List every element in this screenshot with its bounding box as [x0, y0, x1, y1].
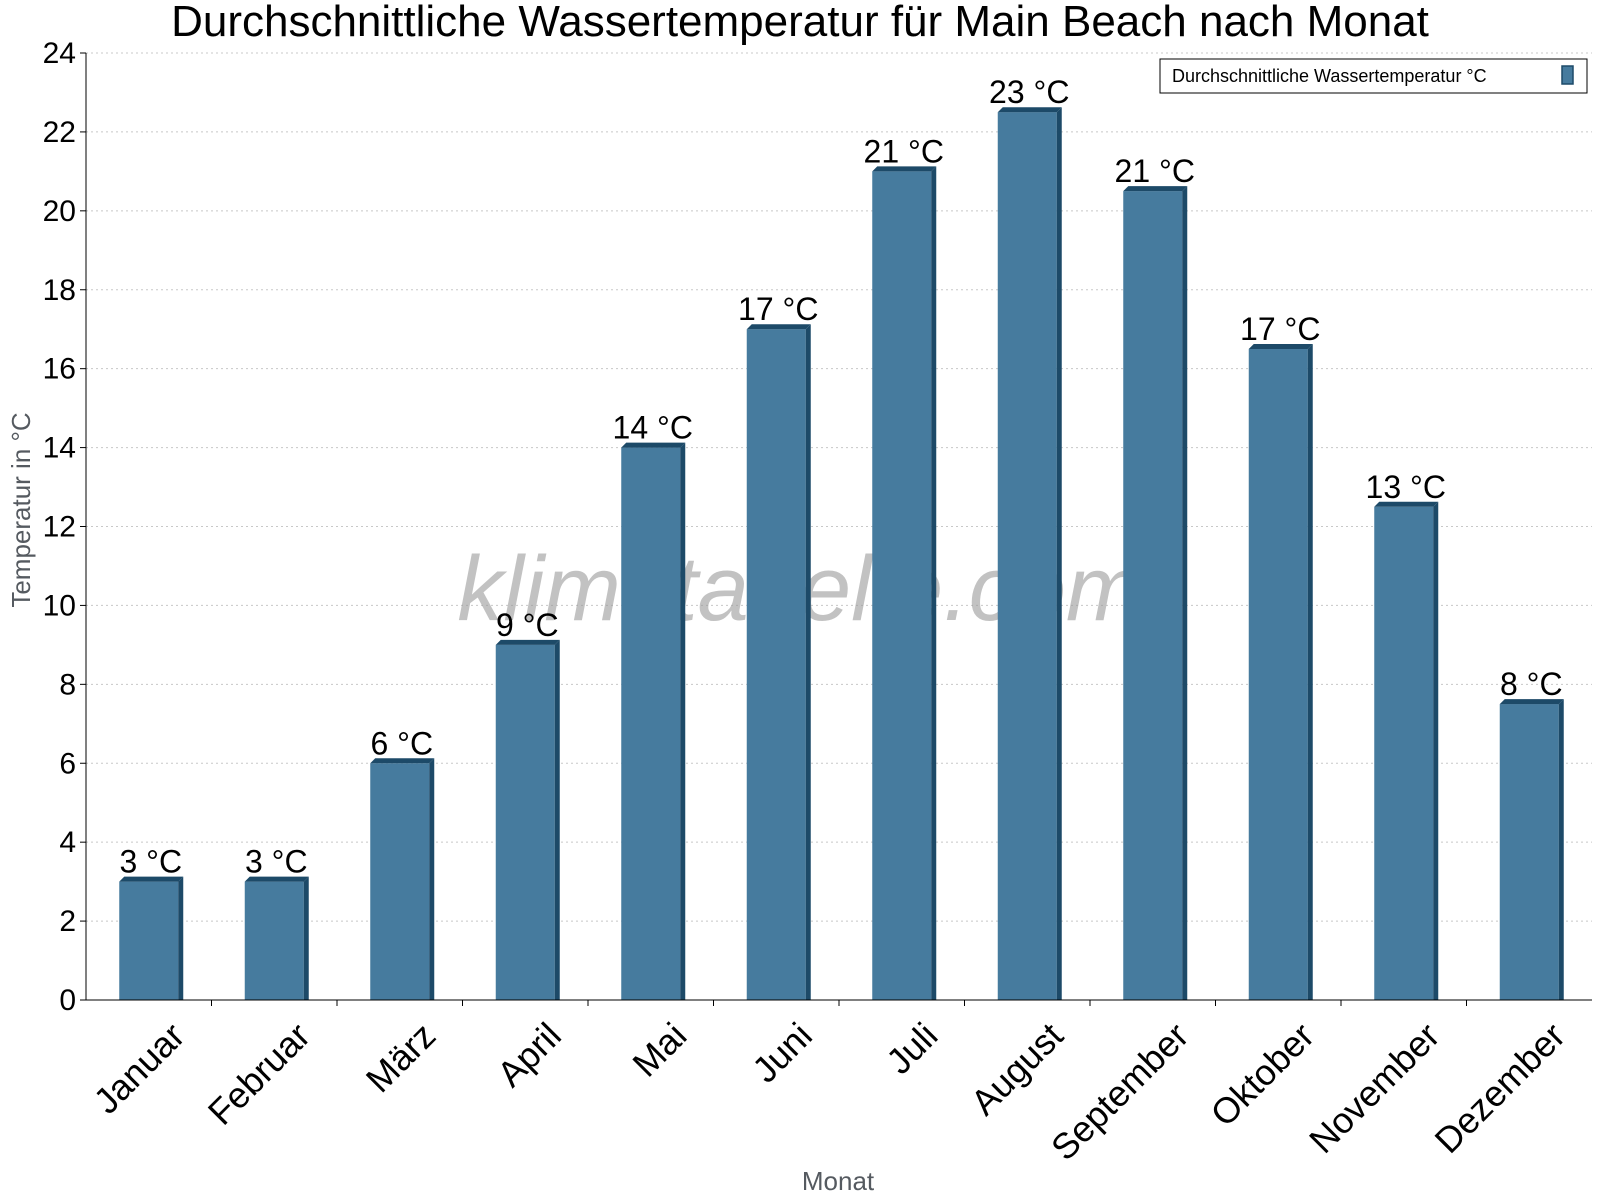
x-tick-label: Mai — [624, 1015, 694, 1085]
bar-side — [429, 758, 435, 1000]
x-tick-label: April — [489, 1015, 569, 1095]
bar-side — [303, 876, 309, 1000]
bar — [872, 171, 932, 1000]
bar — [370, 763, 430, 1000]
x-tick-label: Juli — [878, 1015, 945, 1082]
x-tick-label: Oktober — [1202, 1015, 1322, 1135]
legend-box — [1159, 58, 1588, 94]
bar — [119, 881, 179, 1000]
bar-top — [370, 758, 435, 764]
y-tick-label: 10 — [43, 589, 76, 622]
data-label: 17 °C — [1240, 311, 1320, 347]
bar-side — [1056, 107, 1062, 1000]
bar-side — [178, 876, 184, 1000]
bar-top — [1374, 501, 1439, 507]
y-tick-label: 18 — [43, 274, 76, 307]
y-tick-label: 14 — [43, 432, 76, 465]
data-label: 17 °C — [738, 291, 818, 327]
bar-top — [1123, 186, 1188, 192]
bar — [1374, 506, 1434, 1000]
y-tick-label: 0 — [59, 984, 76, 1017]
data-label: 9 °C — [496, 607, 559, 643]
bar-group: 3 °C 3 °C 6 °C 9 °C 14 °C 17 °C 21 °C 23 °C 21 °… — [119, 74, 1564, 1000]
bar-top — [495, 639, 560, 645]
bar-top — [872, 166, 937, 172]
legend-swatch — [1561, 65, 1574, 85]
y-tick-label: 4 — [59, 826, 76, 859]
legend: Durchschnittliche Wassertemperatur °C — [1159, 58, 1588, 94]
y-tick-label: 24 — [43, 37, 76, 70]
bar-top — [119, 876, 184, 882]
bar-top — [997, 107, 1062, 113]
bar-side — [1558, 699, 1564, 1000]
bar — [1499, 704, 1559, 1000]
bar-side — [554, 639, 560, 1000]
y-tick-label: 8 — [59, 668, 76, 701]
data-label: 21 °C — [864, 133, 944, 169]
data-label: 13 °C — [1366, 469, 1446, 505]
x-tick-label: Juni — [744, 1015, 820, 1091]
bar-top — [244, 876, 309, 882]
bar — [495, 644, 555, 1000]
y-tick-label: 16 — [43, 353, 76, 386]
bar — [746, 329, 806, 1000]
x-tick-label: September — [1043, 1015, 1197, 1169]
bar — [1248, 348, 1308, 1000]
bar-top — [746, 324, 811, 330]
data-label: 3 °C — [119, 844, 182, 880]
bar — [997, 112, 1057, 1000]
y-tick-label: 22 — [43, 116, 76, 149]
x-tick-label: November — [1301, 1015, 1447, 1161]
bar-side — [931, 166, 937, 1000]
bar-side — [1433, 501, 1439, 1000]
bar-side — [1307, 343, 1313, 1000]
x-tick-label: März — [358, 1015, 444, 1101]
bar — [244, 881, 304, 1000]
data-label: 3 °C — [245, 844, 308, 880]
data-label: 14 °C — [613, 410, 693, 446]
y-tick-label: 12 — [43, 511, 76, 544]
data-label: 21 °C — [1115, 153, 1195, 189]
x-tick-label: Januar — [86, 1015, 193, 1122]
x-tick-label: August — [963, 1015, 1071, 1123]
y-tick-label: 6 — [59, 747, 76, 780]
bar — [621, 447, 681, 1000]
bar — [1123, 191, 1183, 1000]
gridlines — [86, 52, 1592, 922]
x-tick-label: Februar — [200, 1015, 318, 1133]
x-axis-title: Monat — [802, 1166, 875, 1196]
bar-top — [1499, 699, 1564, 705]
y-tick-label: 2 — [59, 905, 76, 938]
data-label: 6 °C — [370, 725, 433, 761]
bar-top — [621, 442, 686, 448]
y-axis-title: Temperatur in °C — [6, 412, 36, 607]
x-axis-ticks: Januar Februar März April Mai Juni Juli AugustS… — [86, 1000, 1573, 1168]
x-tick-label: Dezember — [1426, 1015, 1572, 1161]
y-tick-label: 20 — [43, 195, 76, 228]
bar-side — [805, 324, 811, 1000]
chart-title: Durchschnittliche Wassertemperatur für M… — [171, 0, 1429, 46]
legend-label: Durchschnittliche Wassertemperatur °C — [1172, 66, 1487, 86]
bar-side — [680, 442, 686, 1000]
data-label: 23 °C — [989, 74, 1069, 110]
bar-side — [1182, 186, 1188, 1000]
bar-top — [1248, 343, 1313, 349]
data-label: 8 °C — [1500, 666, 1563, 702]
